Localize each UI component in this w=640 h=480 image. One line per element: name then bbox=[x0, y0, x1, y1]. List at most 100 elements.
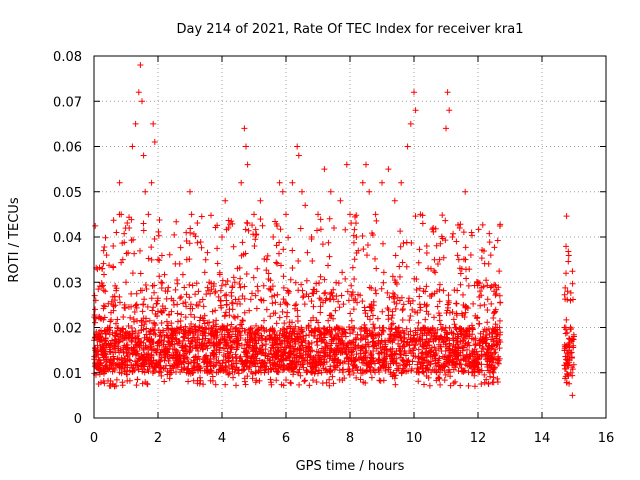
data-point bbox=[280, 246, 287, 253]
data-point bbox=[484, 319, 491, 326]
data-point bbox=[158, 252, 165, 259]
data-point bbox=[353, 250, 360, 257]
data-point bbox=[279, 188, 286, 195]
data-point bbox=[430, 314, 437, 321]
data-point bbox=[232, 314, 239, 321]
data-point bbox=[369, 339, 376, 346]
data-point bbox=[204, 249, 211, 256]
data-point bbox=[389, 273, 396, 280]
data-point bbox=[271, 360, 278, 367]
data-point bbox=[353, 351, 360, 358]
data-point bbox=[309, 377, 316, 384]
data-point bbox=[143, 325, 150, 332]
data-point bbox=[273, 220, 280, 227]
data-point bbox=[497, 221, 504, 228]
data-point bbox=[302, 337, 309, 344]
data-point bbox=[272, 334, 279, 341]
data-point bbox=[336, 304, 343, 311]
data-point bbox=[166, 251, 173, 258]
data-point bbox=[232, 351, 239, 358]
data-point bbox=[492, 346, 499, 353]
data-point bbox=[283, 355, 290, 362]
data-point bbox=[317, 303, 324, 310]
data-point bbox=[256, 357, 263, 364]
data-point bbox=[310, 333, 317, 340]
data-point bbox=[110, 263, 117, 270]
data-point bbox=[154, 295, 161, 302]
data-point bbox=[390, 355, 397, 362]
data-point bbox=[100, 343, 107, 350]
data-point bbox=[494, 324, 501, 331]
data-point bbox=[249, 290, 256, 297]
data-point bbox=[399, 367, 406, 374]
data-point bbox=[244, 220, 251, 227]
data-point bbox=[417, 307, 424, 314]
data-point bbox=[293, 301, 300, 308]
data-point bbox=[393, 281, 400, 288]
data-point bbox=[223, 326, 230, 333]
data-point bbox=[339, 269, 346, 276]
data-point bbox=[176, 260, 183, 267]
data-point bbox=[298, 326, 305, 333]
data-point bbox=[174, 355, 181, 362]
data-point bbox=[187, 305, 194, 312]
axis-ticks: 0 2 4 6 8 10 12 14 16 0 0.01 0.02 0.03 0.04 0.05 0.06 0.… bbox=[53, 50, 614, 446]
data-point bbox=[148, 361, 155, 368]
data-point bbox=[230, 243, 237, 250]
data-point bbox=[325, 317, 332, 324]
data-point bbox=[389, 358, 396, 365]
data-point bbox=[316, 295, 323, 302]
data-point bbox=[450, 316, 457, 323]
data-point bbox=[191, 359, 198, 366]
data-point bbox=[405, 331, 412, 338]
data-point bbox=[391, 375, 398, 382]
data-point bbox=[296, 381, 303, 388]
data-point bbox=[181, 328, 188, 335]
data-point bbox=[352, 213, 359, 220]
data-point bbox=[369, 312, 376, 319]
data-point bbox=[312, 325, 319, 332]
data-point bbox=[226, 334, 233, 341]
data-point bbox=[255, 287, 262, 294]
data-point bbox=[198, 213, 205, 220]
data-point bbox=[441, 353, 448, 360]
data-point bbox=[103, 252, 110, 259]
data-point bbox=[173, 362, 180, 369]
data-point bbox=[303, 332, 310, 339]
data-point bbox=[214, 260, 221, 267]
data-point bbox=[100, 352, 107, 359]
data-point bbox=[484, 282, 491, 289]
data-point bbox=[321, 290, 328, 297]
data-point bbox=[252, 292, 259, 299]
data-point bbox=[329, 373, 336, 380]
data-point bbox=[360, 246, 367, 253]
data-point bbox=[210, 355, 217, 362]
data-point bbox=[436, 256, 443, 263]
data-point bbox=[437, 381, 444, 388]
data-point bbox=[492, 306, 499, 313]
data-point bbox=[139, 98, 145, 105]
data-point bbox=[565, 248, 572, 255]
data-point bbox=[163, 331, 170, 338]
data-point bbox=[144, 366, 151, 373]
data-point bbox=[386, 294, 393, 301]
data-point bbox=[318, 360, 325, 367]
data-point bbox=[453, 238, 460, 245]
data-point bbox=[424, 301, 431, 308]
data-point bbox=[95, 286, 102, 293]
data-point bbox=[273, 377, 280, 384]
data-point bbox=[179, 271, 186, 278]
data-point bbox=[417, 363, 424, 370]
data-point bbox=[305, 324, 312, 331]
data-point bbox=[270, 310, 277, 317]
data-point bbox=[146, 331, 153, 338]
data-point bbox=[346, 339, 353, 346]
data-point bbox=[422, 339, 429, 346]
data-point bbox=[496, 336, 503, 343]
data-point bbox=[192, 323, 199, 330]
data-point bbox=[475, 226, 482, 233]
data-point bbox=[398, 179, 405, 186]
data-point bbox=[436, 298, 443, 305]
data-point bbox=[451, 287, 458, 294]
data-point bbox=[567, 297, 574, 304]
